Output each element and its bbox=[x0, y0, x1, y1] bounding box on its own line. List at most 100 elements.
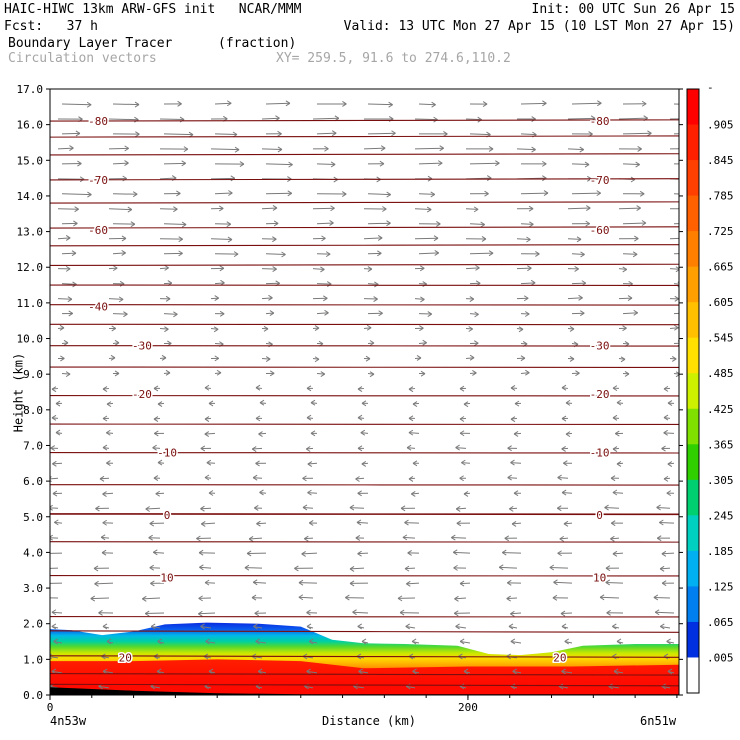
circulation-vector bbox=[673, 371, 679, 378]
vector-field-name: Circulation vectors bbox=[8, 51, 157, 66]
isotherm-line bbox=[50, 244, 679, 247]
circulation-vector bbox=[567, 146, 584, 153]
circulation-vector bbox=[112, 311, 128, 318]
circulation-vector bbox=[509, 505, 518, 512]
circulation-vector bbox=[513, 431, 522, 437]
circulation-vector bbox=[411, 491, 420, 497]
circulation-vector bbox=[210, 295, 219, 301]
circulation-vector bbox=[254, 610, 267, 617]
circulation-vector bbox=[93, 565, 110, 572]
isotherm-label: -10 bbox=[590, 447, 610, 460]
isotherm-label: 20 bbox=[119, 652, 132, 665]
circulation-vector bbox=[265, 130, 282, 137]
circulation-vector bbox=[571, 370, 580, 377]
circulation-vector bbox=[663, 414, 671, 421]
circulation-vector bbox=[459, 580, 471, 587]
circulation-vector bbox=[61, 101, 92, 108]
circulation-vector bbox=[349, 504, 365, 511]
circulation-vector bbox=[306, 414, 314, 421]
circulation-vector bbox=[661, 445, 671, 452]
y-tick-label: 13.0 bbox=[17, 226, 44, 239]
isotherm-line bbox=[50, 263, 679, 267]
circulation-vector bbox=[661, 580, 675, 587]
circulation-vector bbox=[666, 490, 675, 497]
circulation-vector bbox=[552, 594, 569, 601]
circulation-vector bbox=[99, 475, 110, 482]
circulation-vector bbox=[157, 459, 165, 466]
circulation-vector bbox=[571, 161, 590, 168]
circulation-vector bbox=[571, 310, 585, 317]
circulation-vector bbox=[210, 205, 224, 212]
circulation-vector bbox=[112, 370, 120, 377]
circulation-vector bbox=[150, 623, 161, 630]
circulation-vector bbox=[312, 356, 320, 363]
y-tick-label: 0.0 bbox=[23, 689, 43, 702]
circulation-vector bbox=[102, 623, 110, 630]
circulation-vector bbox=[306, 668, 318, 675]
circulation-vector bbox=[459, 430, 471, 437]
circulation-vector bbox=[57, 206, 79, 213]
circulation-vector bbox=[556, 505, 569, 512]
circulation-vector bbox=[465, 264, 480, 271]
circulation-vector bbox=[516, 265, 532, 272]
isotherm-label: -20 bbox=[590, 388, 610, 401]
circulation-vector bbox=[312, 325, 320, 331]
circulation-vector bbox=[108, 296, 124, 303]
circulation-vector bbox=[363, 266, 373, 273]
circulation-vector bbox=[208, 400, 216, 407]
header-line1-left: HAIC-HIWC 13km ARW-GFS init NCAR/MMM bbox=[4, 2, 302, 17]
circulation-vector bbox=[205, 638, 216, 645]
circulation-vector bbox=[367, 371, 375, 378]
circulation-vector bbox=[159, 206, 178, 213]
circulation-vector bbox=[516, 355, 526, 362]
isotherm-label: -40 bbox=[88, 300, 108, 313]
circulation-vector bbox=[656, 504, 671, 511]
circulation-vector bbox=[367, 130, 396, 137]
header-line2-right: Valid: 13 UTC Mon 27 Apr 15 (10 LST Mon … bbox=[343, 19, 735, 34]
circulation-vector bbox=[418, 249, 440, 256]
circulation-vector bbox=[294, 565, 314, 572]
circulation-vector bbox=[51, 414, 59, 421]
circulation-vector bbox=[659, 565, 671, 572]
circulation-vector bbox=[200, 505, 212, 512]
circulation-vector bbox=[255, 384, 263, 391]
circulation-vector bbox=[204, 474, 212, 481]
circulation-vector bbox=[513, 490, 522, 497]
circulation-vector bbox=[201, 521, 216, 527]
circulation-vector bbox=[459, 475, 467, 482]
circulation-vector bbox=[302, 504, 314, 511]
circulation-vector bbox=[567, 326, 575, 332]
circulation-vector bbox=[149, 520, 165, 527]
x-tick-label: 0 bbox=[47, 701, 54, 714]
circulation-vector bbox=[408, 476, 416, 482]
circulation-vector bbox=[150, 580, 165, 587]
colorbar-swatch bbox=[687, 586, 699, 623]
colorbar-swatch bbox=[687, 479, 699, 516]
circulation-vector bbox=[157, 638, 165, 645]
circulation-vector bbox=[456, 520, 471, 527]
circulation-vector bbox=[112, 249, 126, 256]
circulation-vector bbox=[304, 535, 314, 542]
circulation-vector bbox=[510, 638, 522, 645]
circulation-vector bbox=[520, 251, 540, 257]
circulation-vector bbox=[261, 236, 277, 243]
circulation-vector bbox=[265, 370, 275, 377]
circulation-vector bbox=[520, 190, 549, 196]
y-tick-label: 8.0 bbox=[23, 404, 43, 417]
circulation-vector bbox=[663, 475, 671, 482]
circulation-vector bbox=[57, 355, 65, 362]
circulation-vector bbox=[469, 370, 477, 376]
isotherm-label: -70 bbox=[88, 174, 108, 187]
circulation-vector bbox=[616, 460, 624, 467]
circulation-vector bbox=[418, 339, 427, 346]
circulation-vector bbox=[599, 594, 620, 601]
circulation-vector bbox=[261, 325, 269, 332]
circulation-vector bbox=[549, 564, 569, 571]
circulation-vector bbox=[561, 623, 569, 630]
circulation-vector bbox=[108, 145, 129, 152]
circulation-vector bbox=[673, 281, 679, 288]
circulation-vector bbox=[255, 638, 267, 645]
circulation-vector bbox=[622, 309, 638, 316]
circulation-vector bbox=[61, 339, 69, 346]
isotherm-line bbox=[50, 673, 679, 676]
